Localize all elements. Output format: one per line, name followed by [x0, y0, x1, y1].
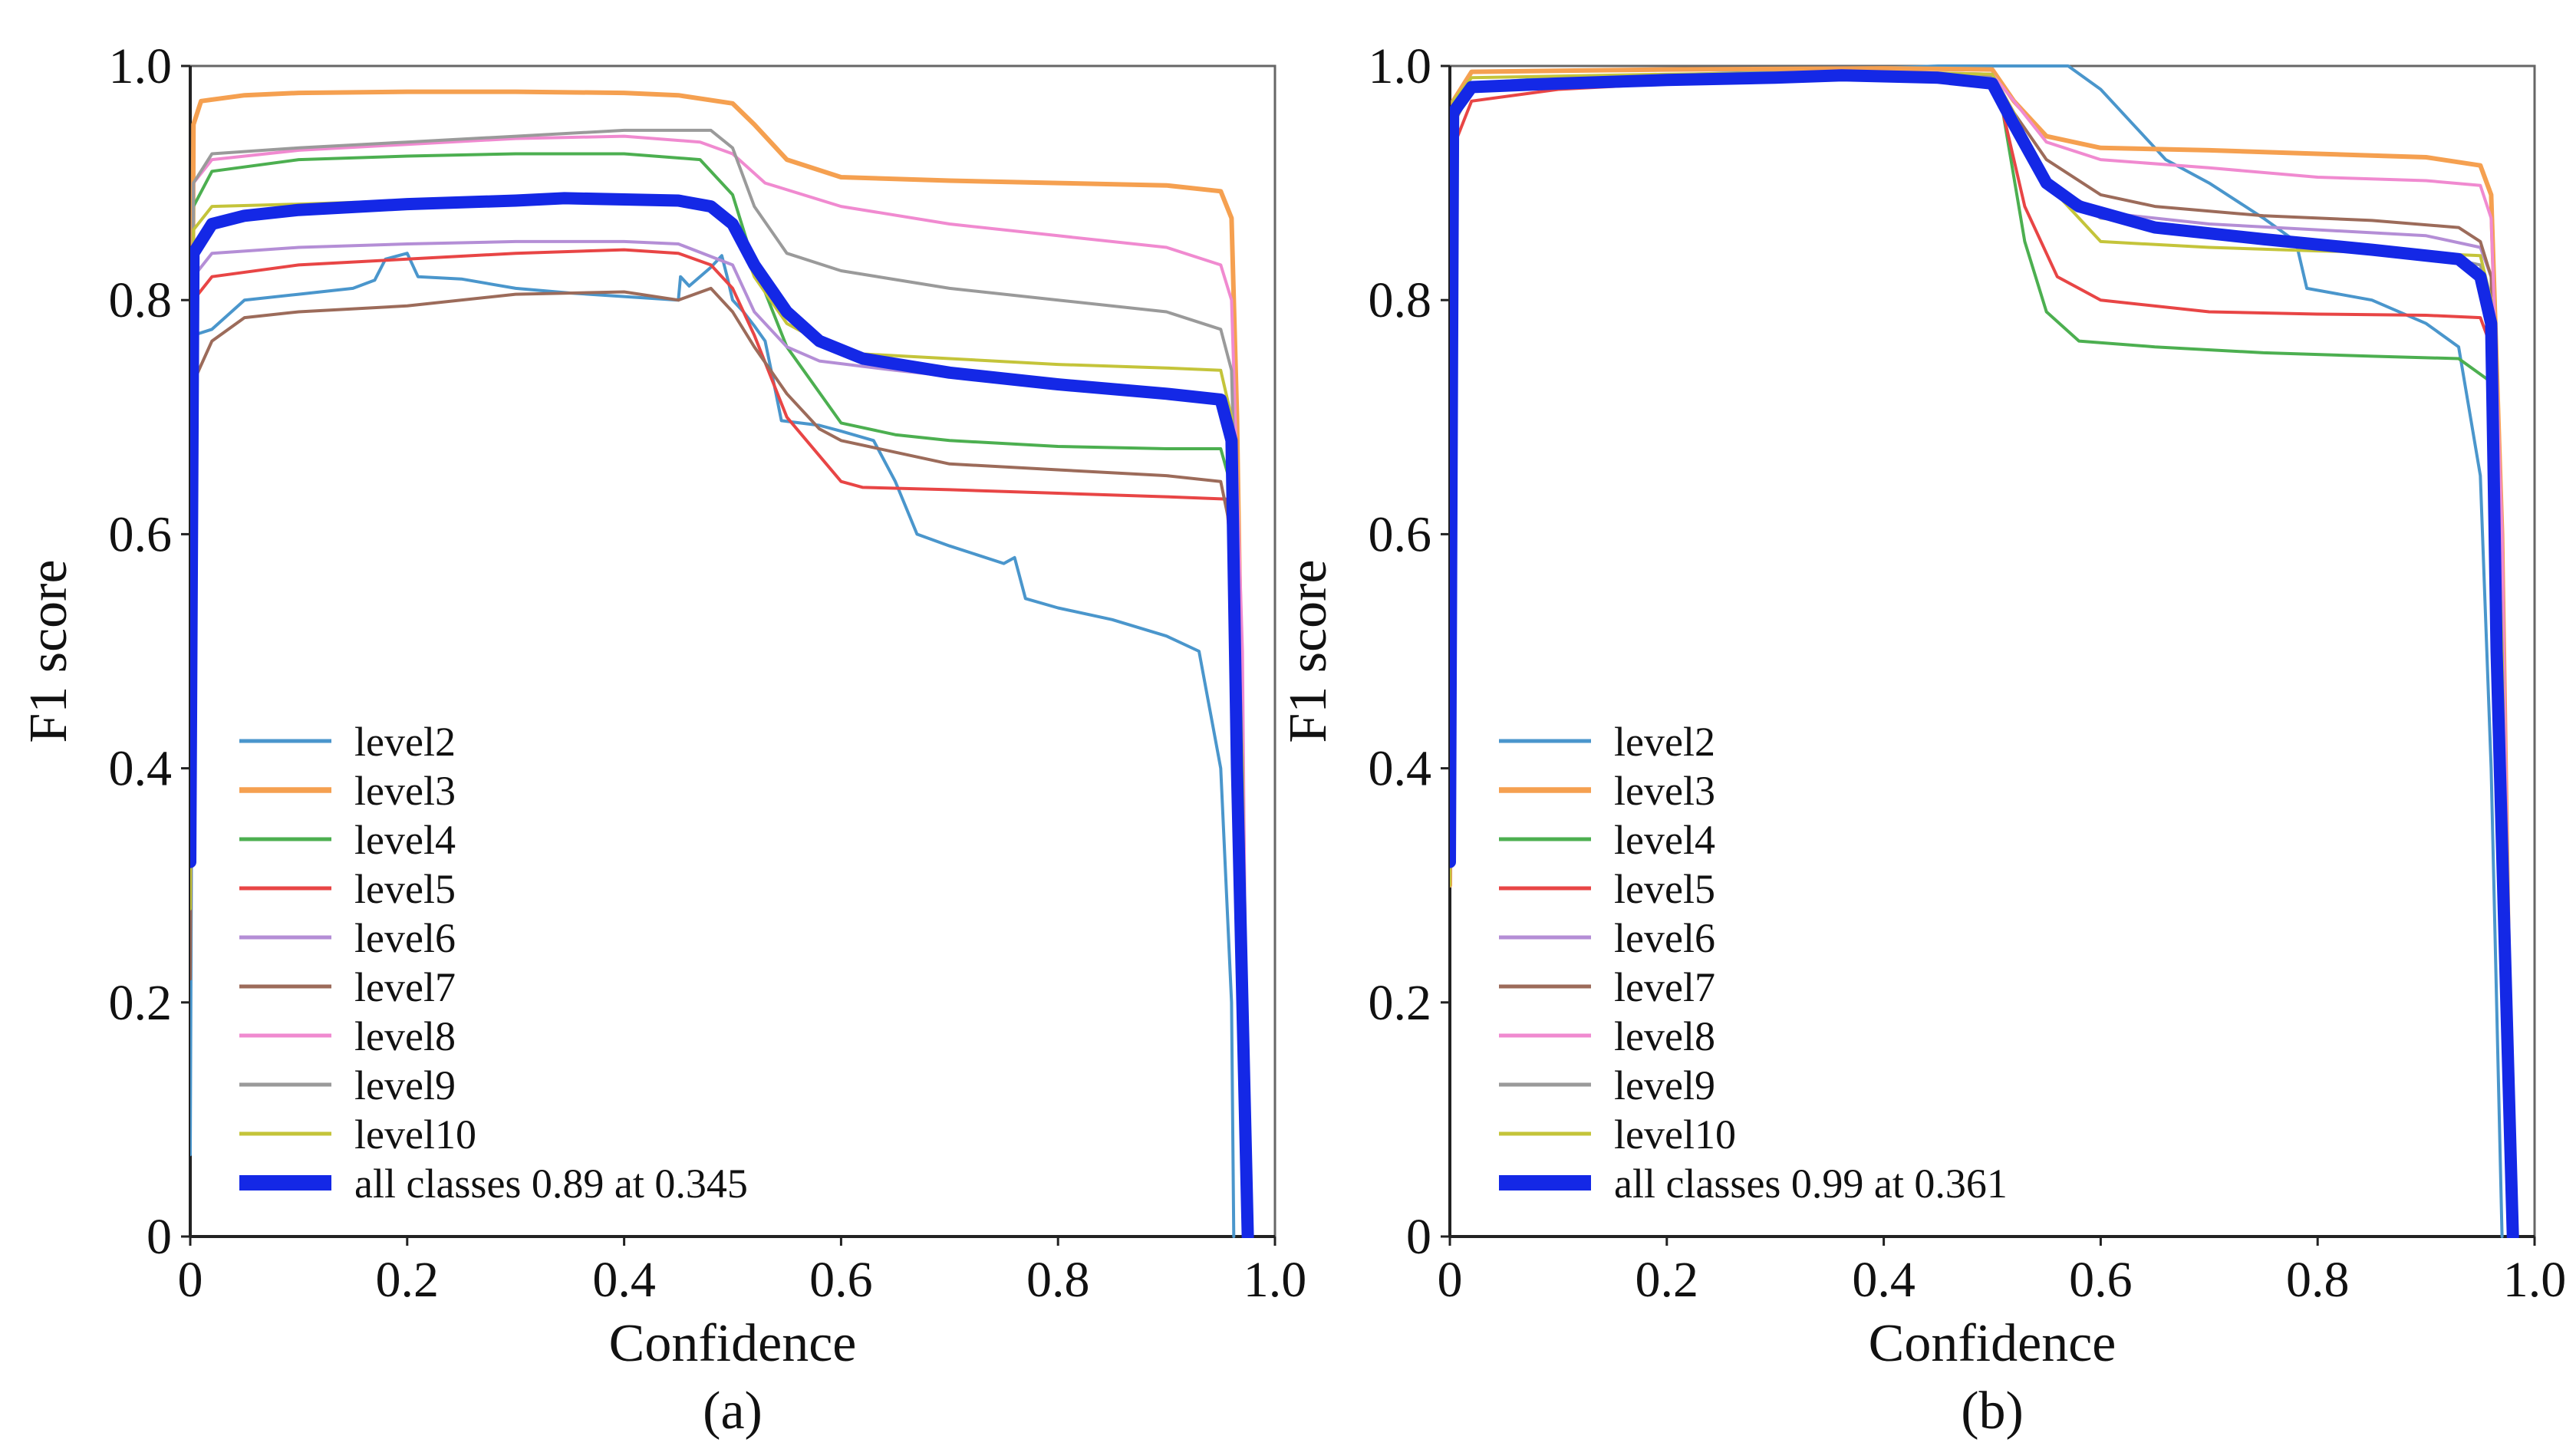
x-tick-label: 0.6: [809, 1252, 873, 1308]
series-line-level5: [190, 248, 1250, 1238]
series-line-level9: [190, 128, 1250, 1238]
y-axis-title: F1 score: [19, 559, 78, 743]
y-tick-label: 0.4: [109, 741, 173, 797]
y-tick-label: 0.6: [1369, 506, 1432, 562]
x-axis-title: Confidence: [609, 1314, 857, 1373]
legend-label: level3: [354, 768, 456, 814]
legend-label: level9: [354, 1062, 456, 1108]
legend: level2level3level4level5level6level7leve…: [1499, 719, 2008, 1207]
y-tick-label: 0.2: [1369, 975, 1432, 1031]
x-axis-title: Confidence: [1869, 1314, 2116, 1373]
chart-panel-a: 0 0.2 0.4 0.6 0.8 1.0 0 0.2 0.4 0.6 0.8 1.0 Confiden…: [19, 38, 1306, 1441]
series-line-level2: [190, 252, 1236, 1238]
x-tick-label: 0.6: [2069, 1252, 2133, 1308]
chart-panel-b: 0 0.2 0.4 0.6 0.8 1.0 0 0.2 0.4 0.6 0.8 1.0 Confiden…: [1279, 38, 2566, 1441]
y-tick-label: 0.8: [1369, 272, 1432, 328]
x-tick-label: 0.8: [1026, 1252, 1090, 1308]
legend-label: level6: [1614, 915, 1715, 961]
legend-label: level3: [1614, 768, 1715, 814]
legend-label: level5: [354, 866, 456, 912]
x-tick-label: 0.2: [1636, 1252, 1699, 1308]
y-tick-label: 0.8: [109, 272, 173, 328]
y-axis-title: F1 score: [1279, 559, 1338, 743]
legend-label: level4: [354, 817, 456, 863]
y-tick-label: 0: [1406, 1209, 1431, 1265]
legend-label: level10: [1614, 1111, 1736, 1158]
x-tick-label: 0.4: [1852, 1252, 1916, 1308]
x-tick-label: 0.8: [2286, 1252, 2350, 1308]
series-line-all-classes-0-99-at-0-361: [1450, 69, 2519, 1238]
series-line-level5: [1450, 74, 2515, 1238]
y-tick-label: 0: [147, 1209, 172, 1265]
series-line-level3: [190, 89, 1250, 1238]
legend-label: level10: [354, 1111, 476, 1158]
series-lines: [1450, 64, 2519, 1238]
x-tick-label: 0: [1438, 1252, 1463, 1308]
y-tick-label: 1.0: [109, 38, 173, 94]
x-tick-label: 0.2: [376, 1252, 440, 1308]
legend-label: level7: [1614, 964, 1715, 1010]
plot-frame: [1448, 64, 2536, 1238]
series-line-level7: [190, 286, 1250, 1238]
legend-label: all classes 0.99 at 0.361: [1614, 1161, 2008, 1207]
legend-label: level2: [1614, 719, 1715, 765]
y-tick-label: 0.4: [1369, 741, 1432, 797]
series-lines: [190, 89, 1254, 1238]
legend-label: level2: [354, 719, 456, 765]
series-line-level4: [190, 152, 1250, 1238]
legend-label: level8: [354, 1013, 456, 1059]
legend: level2level3level4level5level6level7leve…: [239, 719, 748, 1207]
legend-label: level8: [1614, 1013, 1715, 1059]
y-tick-label: 0.6: [109, 506, 173, 562]
legend-label: level5: [1614, 866, 1715, 912]
legend-label: all classes 0.89 at 0.345: [354, 1161, 748, 1207]
panel-label: (b): [1961, 1381, 2024, 1441]
series-line-all-classes-0-89-at-0-345: [190, 192, 1254, 1238]
x-tick-label: 1.0: [2503, 1252, 2567, 1308]
legend-label: level4: [1614, 817, 1715, 863]
x-tick-label: 0: [178, 1252, 203, 1308]
series-line-level8: [190, 134, 1250, 1238]
x-tick-label: 0.4: [592, 1252, 656, 1308]
legend-label: level6: [354, 915, 456, 961]
y-tick-label: 1.0: [1369, 38, 1432, 94]
y-tick-label: 0.2: [109, 975, 173, 1031]
x-tick-label: 1.0: [1244, 1252, 1307, 1308]
panel-label: (a): [703, 1381, 763, 1441]
legend-label: level7: [354, 964, 456, 1010]
legend-label: level9: [1614, 1062, 1715, 1108]
series-line-level3: [1450, 66, 2515, 1238]
